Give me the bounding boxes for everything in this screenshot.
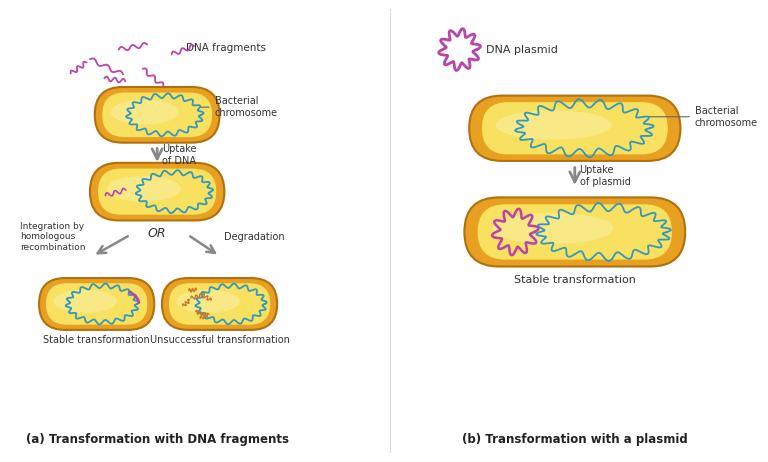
Text: OR: OR (148, 227, 167, 240)
Text: Bacterial
chromosome: Bacterial chromosome (200, 97, 278, 118)
FancyBboxPatch shape (39, 278, 154, 330)
Text: (b) Transformation with a plasmid: (b) Transformation with a plasmid (462, 433, 687, 446)
Ellipse shape (492, 213, 614, 244)
Text: Unsuccessful transformation: Unsuccessful transformation (150, 335, 290, 346)
FancyBboxPatch shape (478, 204, 672, 260)
Ellipse shape (54, 290, 117, 313)
Ellipse shape (177, 290, 240, 313)
FancyBboxPatch shape (465, 197, 685, 267)
Text: Integration by
homologous
recombination: Integration by homologous recombination (20, 222, 85, 252)
FancyBboxPatch shape (98, 169, 217, 215)
Ellipse shape (495, 110, 612, 140)
Text: Stable transformation: Stable transformation (43, 335, 150, 346)
FancyBboxPatch shape (102, 92, 212, 137)
Ellipse shape (111, 99, 179, 125)
Text: Uptake
of plasmid: Uptake of plasmid (580, 165, 631, 187)
FancyBboxPatch shape (46, 283, 147, 325)
FancyBboxPatch shape (90, 163, 224, 220)
Text: Stable transformation: Stable transformation (514, 275, 636, 285)
Text: DNA fragments: DNA fragments (186, 43, 266, 53)
Text: (a) Transformation with DNA fragments: (a) Transformation with DNA fragments (25, 433, 289, 446)
Text: Uptake
of DNA: Uptake of DNA (162, 144, 197, 166)
FancyBboxPatch shape (162, 278, 277, 330)
FancyBboxPatch shape (94, 87, 220, 143)
FancyBboxPatch shape (482, 102, 667, 154)
FancyBboxPatch shape (169, 283, 270, 325)
Text: Bacterial
chromosome: Bacterial chromosome (649, 106, 758, 128)
Ellipse shape (107, 176, 180, 202)
FancyBboxPatch shape (469, 96, 680, 161)
Text: Degradation: Degradation (224, 232, 285, 242)
Text: DNA plasmid: DNA plasmid (486, 44, 558, 55)
